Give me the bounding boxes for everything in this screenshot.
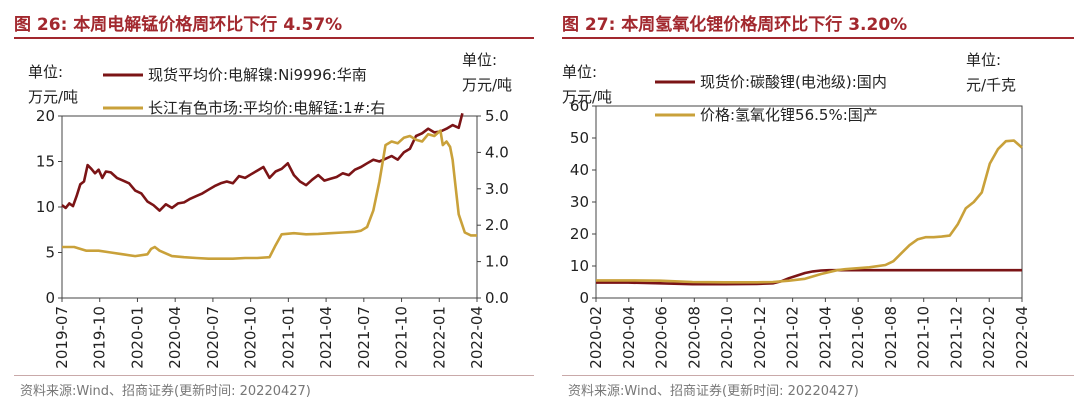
bottom-rule bbox=[562, 375, 1074, 376]
figure-title: 图 27: 本周氢氧化锂价格周环比下行 3.20% bbox=[562, 15, 908, 35]
series-line bbox=[61, 112, 464, 212]
figure-title: 图 26: 本周电解锰价格周环比下行 4.57% bbox=[14, 15, 343, 35]
unit-right-line1: 单位: bbox=[966, 51, 1001, 69]
y-left-tick-label: 50 bbox=[570, 129, 589, 147]
title-rule bbox=[562, 37, 1074, 39]
y-right-tick-label: 0.0 bbox=[485, 289, 509, 307]
y-left-tick-label: 10 bbox=[570, 257, 589, 275]
plot-frame bbox=[61, 115, 478, 299]
series-line bbox=[596, 139, 1023, 284]
x-tick-label: 2020-04 bbox=[620, 306, 638, 369]
x-tick-label: 2020-04 bbox=[166, 306, 184, 369]
unit-left-line2: 万元/吨 bbox=[28, 88, 78, 106]
unit-left-line1: 单位: bbox=[562, 63, 597, 81]
legend-label: 价格:氢氧化锂56.5%:国产 bbox=[700, 106, 878, 124]
x-tick-label: 2020-12 bbox=[751, 306, 769, 369]
source-note: 资料来源:Wind、招商证券(更新时间: 20220427) bbox=[20, 384, 311, 399]
x-tick-label: 2021-12 bbox=[947, 306, 965, 369]
y-left-tick-label: 30 bbox=[570, 193, 589, 211]
right-figure: 图 27: 本周氢氧化锂价格周环比下行 3.20% 0 10 20 30 40 50 60 2… bbox=[548, 0, 1080, 413]
x-tick-label: 2020-08 bbox=[685, 306, 703, 369]
lithium-chart: 0 10 20 30 40 50 60 2020-02 2020-04 2020-06 2020-0… bbox=[562, 51, 1031, 369]
unit-left-line1: 单位: bbox=[28, 63, 63, 81]
y-right-tick-label: 2.0 bbox=[485, 216, 509, 234]
title-rule bbox=[14, 37, 534, 39]
x-tick-label: 2022-01 bbox=[430, 306, 448, 369]
x-tick-label: 2021-07 bbox=[355, 306, 373, 369]
x-tick-label: 2020-10 bbox=[718, 306, 736, 369]
x-tick-label: 2020-01 bbox=[128, 306, 146, 369]
x-tick-label: 2020-10 bbox=[242, 306, 260, 369]
y-right-tick-label: 4.0 bbox=[485, 143, 509, 161]
unit-right-line1: 单位: bbox=[462, 51, 497, 69]
x-tick-label: 2021-02 bbox=[784, 306, 802, 369]
y-left-tick-label: 60 bbox=[570, 97, 589, 115]
series-line bbox=[62, 129, 477, 261]
x-tick-label: 2022-04 bbox=[1013, 306, 1031, 369]
unit-right-line2: 万元/吨 bbox=[462, 76, 512, 94]
x-tick-label: 2020-06 bbox=[653, 306, 671, 369]
y-left-tick-label: 20 bbox=[36, 107, 55, 125]
x-tick-label: 2021-08 bbox=[882, 306, 900, 369]
x-tick-label: 2019-10 bbox=[91, 306, 109, 369]
unit-left-line2: 万元/吨 bbox=[562, 88, 612, 106]
x-tick-label: 2021-04 bbox=[317, 306, 335, 369]
legend-label: 现货价:碳酸锂(电池级):国内 bbox=[700, 73, 887, 91]
left-figure: 图 26: 本周电解锰价格周环比下行 4.57% 0 5 10 15 20 0.0 1.0 2… bbox=[14, 15, 534, 399]
y-right-tick-label: 5.0 bbox=[485, 107, 509, 125]
unit-right-line2: 元/千克 bbox=[966, 76, 1016, 94]
y-left-tick-label: 5 bbox=[45, 244, 55, 262]
x-tick-label: 2021-04 bbox=[816, 306, 834, 369]
y-left-tick-label: 10 bbox=[36, 198, 55, 216]
x-tick-label: 2022-04 bbox=[468, 306, 486, 369]
bottom-rule bbox=[14, 375, 534, 376]
y-left-tick-label: 0 bbox=[45, 289, 55, 307]
y-right-tick-label: 1.0 bbox=[485, 253, 509, 271]
y-left-tick-label: 20 bbox=[570, 225, 589, 243]
y-left-tick-label: 40 bbox=[570, 161, 589, 179]
source-note: 资料来源:Wind、招商证券(更新时间: 20220427) bbox=[568, 384, 859, 399]
legend-label: 现货平均价:电解镍:Ni9996:华南 bbox=[148, 66, 367, 84]
x-tick-label: 2021-10 bbox=[915, 306, 933, 369]
x-tick-label: 2021-01 bbox=[279, 306, 297, 369]
x-tick-label: 2020-02 bbox=[587, 306, 605, 369]
x-tick-label: 2019-07 bbox=[53, 306, 71, 369]
y-right-tick-label: 3.0 bbox=[485, 180, 509, 198]
x-tick-label: 2021-06 bbox=[849, 306, 867, 369]
nickel-manganese-chart: 0 5 10 15 20 0.0 1.0 2.0 3.0 4.0 5.0 2019-07 2019-10… bbox=[28, 51, 512, 369]
x-tick-label: 2021-10 bbox=[393, 306, 411, 369]
x-tick-label: 2020-07 bbox=[204, 306, 222, 369]
x-tick-label: 2022-02 bbox=[980, 306, 998, 369]
y-left-tick-label: 15 bbox=[36, 153, 55, 171]
y-left-tick-label: 0 bbox=[579, 289, 589, 307]
series-line bbox=[596, 268, 1022, 286]
legend-label: 长江有色市场:平均价:电解锰:1#:右 bbox=[148, 99, 385, 117]
